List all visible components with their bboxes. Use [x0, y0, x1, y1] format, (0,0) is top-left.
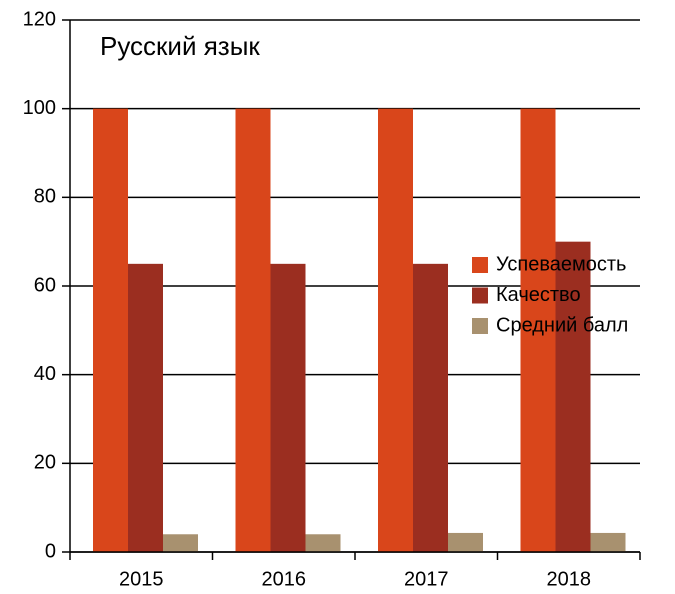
- bar: [163, 534, 198, 552]
- y-tick-label: 60: [34, 274, 56, 296]
- x-tick-label: 2017: [404, 568, 449, 590]
- x-tick-label: 2016: [262, 568, 307, 590]
- bar: [448, 532, 483, 552]
- legend-swatch: [472, 318, 488, 334]
- bar: [378, 108, 413, 553]
- bar: [555, 241, 591, 552]
- y-tick-label: 120: [23, 8, 56, 30]
- y-tick-label: 100: [23, 97, 56, 119]
- y-tick-label: 20: [34, 452, 56, 474]
- bar: [93, 108, 128, 553]
- bar: [590, 532, 626, 552]
- bar: [128, 263, 163, 552]
- legend-swatch: [472, 257, 488, 273]
- legend-label: Успеваемость: [496, 253, 626, 275]
- x-tick-label: 2015: [119, 568, 164, 590]
- y-tick-label: 80: [34, 186, 56, 208]
- legend-swatch: [472, 287, 488, 304]
- y-tick-label: 0: [45, 540, 56, 562]
- chart-title: Русский язык: [100, 31, 260, 61]
- legend-label: Средний балл: [496, 314, 628, 336]
- x-tick-label: 2018: [547, 568, 592, 590]
- bar: [270, 263, 306, 552]
- y-tick-label: 40: [34, 363, 56, 385]
- legend-label: Качество: [496, 284, 581, 306]
- bar: [305, 534, 341, 552]
- bar: [235, 108, 271, 553]
- bar: [520, 108, 556, 553]
- bar: [413, 263, 448, 552]
